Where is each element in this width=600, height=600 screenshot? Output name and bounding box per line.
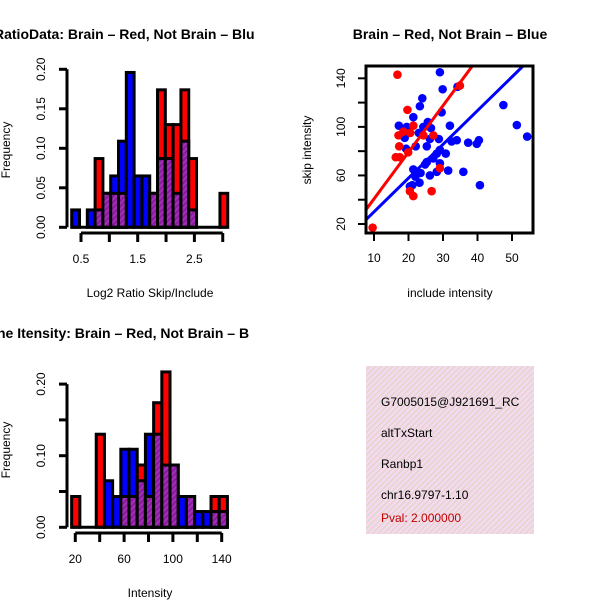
scatter-y-tick-label: 100 [334, 117, 348, 137]
scatter-x-tick-label: 20 [402, 251, 416, 265]
scatter-data-area [366, 66, 532, 232]
scatter-point-blue [425, 171, 435, 180]
scatter-point-red [393, 70, 402, 79]
ratio-histogram-bar [218, 191, 230, 229]
info-event-type: altTxStart [381, 426, 433, 440]
scatter-ylabel: skip intensity [300, 116, 314, 185]
scatter-title: Brain – Red, Not Brain – Blue [353, 26, 548, 42]
scatter-point-blue [522, 132, 532, 141]
scatter-point-blue [459, 167, 468, 177]
info-event-id: G7005015@J921691_RC [381, 395, 520, 409]
scatter-point-blue [438, 84, 447, 94]
scatter-point-blue [394, 121, 404, 130]
scatter-plot: 10 20 30 40 50 20 60 100 140 [334, 64, 535, 265]
scatter-point-blue [409, 112, 418, 122]
intensity-histogram-y-tick-label: 0.00 [34, 515, 48, 539]
scatter-panel: Brain – Red, Not Brain – Blue 10 20 30 40 50… [300, 26, 548, 300]
scatter-point-red [403, 105, 412, 115]
scatter-x-tick-label: 30 [436, 251, 450, 265]
ratio-histogram-plot: 0.00 0.05 0.10 0.15 0.20 0.5 1.5 2.5 [34, 57, 230, 266]
scatter-y-tick-label: 60 [334, 168, 348, 182]
ratio-histogram-overlap-bar [187, 208, 199, 229]
scatter-point-red [394, 142, 404, 151]
scatter-fit-line-red [366, 66, 475, 211]
intensity-histogram-y-tick-label: 0.20 [34, 372, 48, 396]
intensity-histogram-plot: 0.00 0.10 0.20 20 60 100 140 [34, 370, 232, 566]
ratio-histogram-x-tick-label: 2.5 [186, 252, 203, 266]
intensity-histogram-panel: ne Itensity: Brain – Red, Not Brain – B … [0, 325, 249, 600]
scatter-point-blue [474, 135, 484, 145]
ratio-histogram-title: RatioData: Brain – Red, Not Brain – Blu [0, 26, 255, 42]
scatter-point-red [399, 127, 408, 137]
scatter-point-red [409, 121, 418, 130]
intensity-histogram-xlabel: Intensity [128, 586, 173, 600]
intensity-histogram-title: ne Itensity: Brain – Red, Not Brain – B [0, 325, 249, 341]
scatter-point-blue [422, 142, 432, 151]
scatter-point-blue [435, 67, 445, 77]
intensity-histogram-x-tick-label: 20 [69, 552, 83, 566]
scatter-y-tick-label: 140 [334, 68, 348, 88]
scatter-point-red [429, 131, 438, 140]
scatter-x-tick-label: 40 [471, 251, 485, 265]
ratio-histogram-y-tick-label: 0.10 [34, 136, 48, 160]
ratio-histogram-y-tick-label: 0.15 [34, 97, 48, 121]
scatter-point-blue [475, 180, 485, 190]
ratio-histogram-xlabel: Log2 Ratio Skip/Include [87, 286, 214, 300]
scatter-point-blue [415, 178, 424, 188]
info-box: G7005015@J921691_RC altTxStart Ranbp1 ch… [366, 366, 534, 534]
scatter-point-red [409, 191, 418, 201]
info-gene: Ranbp1 [381, 457, 423, 471]
scatter-point-blue [415, 101, 425, 111]
ratio-histogram-y-tick-label: 0.05 [34, 176, 48, 200]
scatter-x-tick-label: 10 [367, 251, 381, 265]
scatter-point-blue [445, 121, 455, 130]
scatter-point-red [427, 186, 436, 196]
scatter-point-blue [418, 94, 427, 103]
info-box-background [366, 366, 534, 534]
intensity-histogram-x-tick-label: 100 [163, 552, 183, 566]
info-location: chr16.9797-1.10 [381, 488, 469, 502]
ratio-histogram-bar [70, 208, 82, 229]
scatter-point-blue [512, 120, 522, 130]
scatter-point-blue [443, 166, 453, 175]
scatter-point-red [368, 223, 377, 232]
scatter-point-blue [441, 149, 451, 158]
intensity-histogram-overlap-bar [217, 510, 229, 529]
ratio-histogram-panel: RatioData: Brain – Red, Not Brain – Blu … [0, 26, 255, 300]
intensity-histogram-y-tick-label: 0.10 [34, 444, 48, 468]
scatter-y-tick-label: 20 [334, 217, 348, 231]
ratio-histogram-y-tick-label: 0.00 [34, 215, 48, 239]
intensity-histogram-bar [70, 495, 82, 529]
ratio-histogram-x-tick-label: 1.5 [129, 252, 146, 266]
scatter-x-tick-label: 50 [505, 251, 519, 265]
ratio-histogram-ylabel: Frequency [0, 122, 13, 179]
scatter-fit-line-blue [366, 66, 526, 222]
intensity-histogram-ylabel: Frequency [0, 422, 13, 479]
scatter-point-blue [499, 100, 508, 110]
scatter-point-red [435, 163, 445, 173]
intensity-histogram-x-tick-label: 140 [212, 552, 232, 566]
ratio-histogram-y-tick-label: 0.20 [34, 57, 48, 81]
intensity-histogram-x-tick-label: 60 [117, 552, 131, 566]
ratio-histogram-x-tick-label: 0.5 [73, 252, 90, 266]
info-pval: Pval: 2.000000 [381, 511, 461, 525]
scatter-point-blue [463, 138, 473, 147]
scatter-point-red [405, 128, 415, 138]
scatter-xlabel: include intensity [407, 286, 492, 300]
scatter-frame [364, 64, 535, 235]
